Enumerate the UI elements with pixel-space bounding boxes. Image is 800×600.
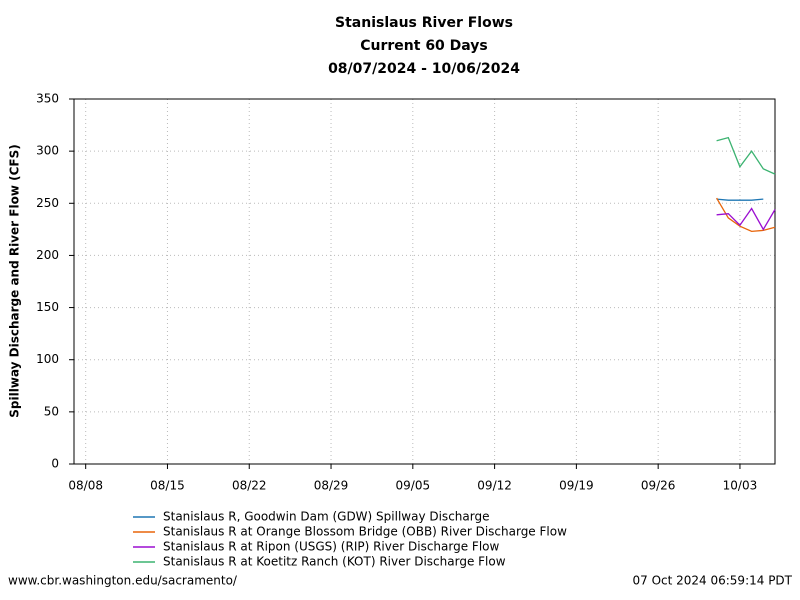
y-tick-label: 300	[36, 144, 59, 158]
series-line	[716, 198, 764, 201]
plot-frame	[73, 98, 776, 465]
series-line	[716, 207, 776, 231]
x-tick-label: 09/26	[641, 479, 676, 493]
series-line	[716, 197, 776, 233]
y-tick-label: 100	[36, 352, 59, 366]
legend-label: Stanislaus R at Koetitz Ranch (KOT) Rive…	[163, 555, 506, 569]
x-tick-label: 08/29	[314, 479, 349, 493]
x-tick-label: 09/19	[559, 479, 594, 493]
y-tick-label: 50	[44, 404, 59, 418]
chart-title: Stanislaus River Flows	[335, 15, 513, 31]
x-tick-label: 08/15	[150, 479, 185, 493]
y-tick-label: 0	[51, 457, 59, 471]
legend-label: Stanislaus R at Orange Blossom Bridge (O…	[163, 525, 567, 539]
y-tick-label: 250	[36, 196, 59, 210]
x-tick-label: 10/03	[723, 479, 758, 493]
y-tick-label: 150	[36, 300, 59, 314]
y-axis-label: Spillway Discharge and River Flow (CFS)	[8, 144, 22, 417]
y-tick-label: 350	[36, 92, 59, 106]
x-tick-label: 09/05	[396, 479, 431, 493]
series-line	[716, 136, 776, 175]
x-tick-label: 08/22	[232, 479, 267, 493]
footer-timestamp: 07 Oct 2024 06:59:14 PDT	[632, 574, 792, 588]
chart-period: 08/07/2024 - 10/06/2024	[328, 61, 520, 77]
legend-label: Stanislaus R at Ripon (USGS) (RIP) River…	[163, 540, 499, 554]
chart-subtitle: Current 60 Days	[360, 38, 488, 54]
legend-label: Stanislaus R, Goodwin Dam (GDW) Spillway…	[163, 510, 489, 524]
footer-source: www.cbr.washington.edu/sacramento/	[8, 574, 238, 588]
x-tick-label: 08/08	[68, 479, 103, 493]
x-tick-label: 09/12	[477, 479, 512, 493]
y-tick-label: 200	[36, 248, 59, 262]
